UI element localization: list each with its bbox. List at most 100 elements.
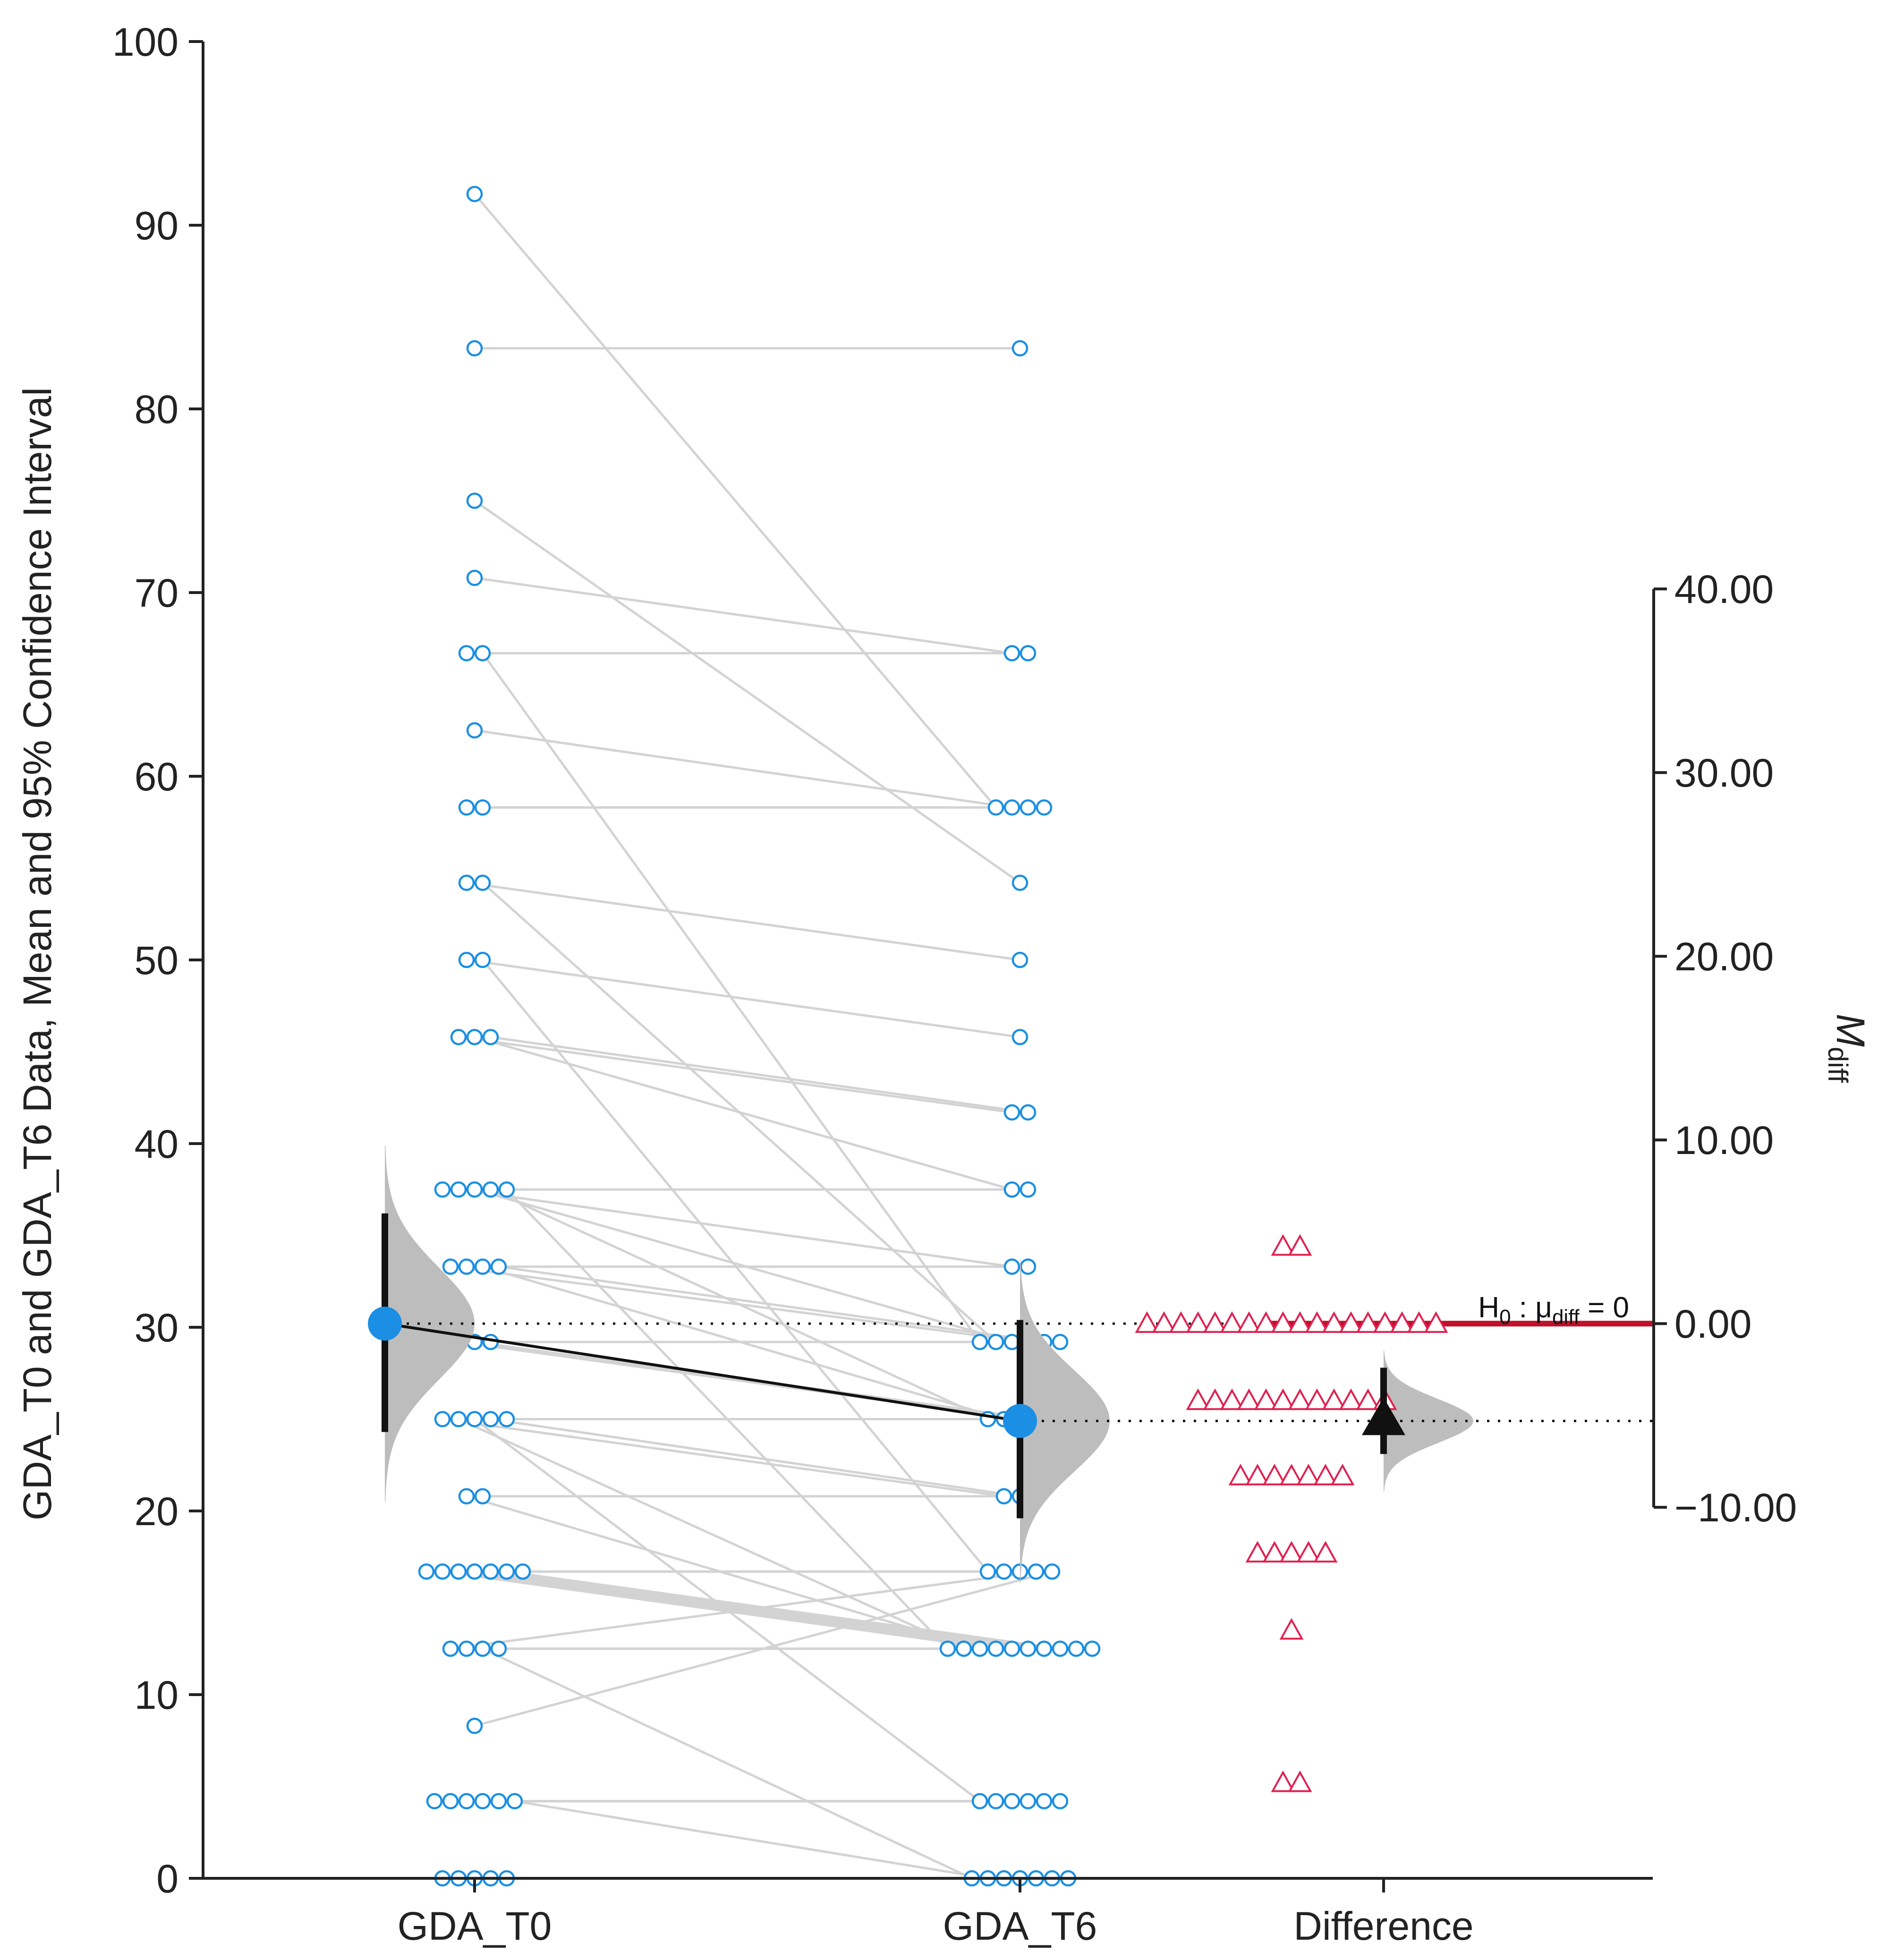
data-points-layer [418, 186, 1101, 1887]
h0-main: H [1478, 1291, 1499, 1324]
pair-line [506, 1570, 1061, 1650]
difference-point [1296, 1541, 1321, 1563]
pair-line [466, 959, 1020, 1038]
t0-point [474, 951, 491, 968]
difference-point [1254, 1388, 1278, 1410]
t0-point [426, 1793, 443, 1809]
t6-point [1068, 1640, 1085, 1657]
difference-point [1279, 1541, 1304, 1563]
t0-point [466, 186, 483, 203]
pair-line [474, 1570, 1053, 1727]
difference-point [1288, 1770, 1312, 1792]
difference-point [1203, 1388, 1227, 1410]
t0-point [434, 1181, 451, 1198]
t6-point [1003, 1793, 1020, 1809]
t6-point [971, 1640, 988, 1657]
t6-point [1084, 1640, 1101, 1657]
t0-point [506, 1793, 523, 1809]
difference-point [1220, 1311, 1244, 1333]
pair-line [490, 1035, 1028, 1114]
y-tick-label: 60 [135, 755, 178, 799]
difference-point [1356, 1388, 1380, 1410]
t6-point [1020, 799, 1037, 816]
y-tick-label: 80 [135, 387, 178, 432]
t6-point [1003, 1181, 1020, 1198]
pair-line [442, 1570, 996, 1650]
t6-point [1003, 1258, 1020, 1275]
pair-line [450, 1570, 1037, 1650]
t0-point [434, 1563, 451, 1580]
null-hypothesis-label: H0 : μdiff = 0 [1478, 1291, 1629, 1329]
mean-connector [384, 1322, 1020, 1423]
right-axis-title: Mdiff [1822, 1014, 1873, 1083]
difference-point [1254, 1311, 1278, 1333]
t0-point [434, 1411, 451, 1427]
difference-point [1271, 1234, 1295, 1256]
t0-point [442, 1640, 459, 1657]
h0-sub-diff: diff [1552, 1306, 1580, 1329]
t6-point [995, 1488, 1012, 1505]
t6-point [1052, 1640, 1069, 1657]
pair-line [474, 1035, 1012, 1191]
t0-point [466, 1181, 483, 1198]
difference-point [1262, 1541, 1287, 1563]
pair-line [482, 1647, 973, 1880]
pair-line [498, 1265, 1045, 1343]
t0-point [458, 1258, 475, 1275]
t0-point [498, 1411, 515, 1427]
t0-point [474, 1640, 491, 1657]
t6-point [1020, 1258, 1037, 1275]
t0-point [458, 1488, 475, 1505]
h0-tail: = 0 [1580, 1291, 1629, 1324]
difference-point [1271, 1311, 1295, 1333]
y-tick-label: 50 [135, 938, 178, 983]
t0-point [466, 1563, 483, 1580]
difference-point [1296, 1463, 1321, 1485]
t0-point [450, 1029, 467, 1045]
t0-point [442, 1258, 459, 1275]
right-tick-label: 30.00 [1674, 751, 1774, 795]
difference-point [1305, 1388, 1329, 1410]
difference-point [1186, 1311, 1210, 1333]
t6-point [971, 1333, 988, 1350]
pair-line [458, 1188, 1012, 1268]
t0-point [450, 1411, 467, 1427]
y-tick-label: 20 [135, 1489, 178, 1534]
right-tick-label: −10.00 [1674, 1485, 1797, 1530]
pair-line [474, 729, 1012, 809]
pair-line [458, 1035, 1012, 1114]
difference-point [1288, 1388, 1312, 1410]
t6-point [1011, 951, 1028, 968]
pair-line [474, 577, 1012, 654]
difference-point [1245, 1541, 1270, 1563]
pair-line [490, 1570, 1045, 1650]
difference-point [1237, 1311, 1261, 1333]
t6-point [1003, 799, 1020, 816]
t0-point [418, 1563, 435, 1580]
paired-lines-layer [426, 193, 1092, 1880]
right-tick-label: 40.00 [1674, 567, 1774, 611]
t6-point [1020, 1181, 1037, 1198]
right-tick-label: 10.00 [1674, 1118, 1774, 1162]
difference-point [1313, 1463, 1338, 1485]
t0-point [450, 1563, 467, 1580]
difference-point [1279, 1463, 1304, 1485]
difference-point [1271, 1388, 1295, 1410]
difference-point [1228, 1463, 1253, 1485]
difference-point [1169, 1311, 1193, 1333]
t0-point [458, 1793, 475, 1809]
difference-mean-point [1362, 1397, 1405, 1435]
right-tick-label: 0.00 [1674, 1302, 1752, 1346]
y-tick-label: 100 [112, 20, 178, 64]
t0-point [474, 1258, 491, 1275]
y-tick-label: 0 [156, 1857, 178, 1901]
t6-point [1020, 645, 1037, 662]
t0-point [458, 799, 475, 816]
difference-point [1424, 1311, 1448, 1333]
y-tick-label: 10 [135, 1673, 178, 1717]
t0-point [490, 1640, 507, 1657]
t6-point [1003, 1640, 1020, 1657]
t0-point [466, 722, 483, 738]
t6-point [1003, 645, 1020, 662]
